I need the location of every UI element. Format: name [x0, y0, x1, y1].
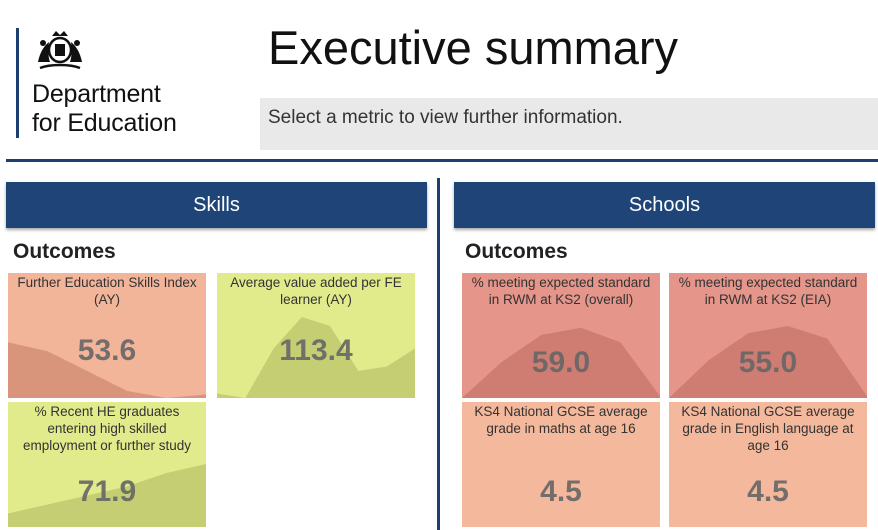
sparkline-area: [8, 342, 206, 398]
department-line-1: Department: [32, 80, 161, 108]
tile-value: 113.4: [279, 334, 353, 367]
sparkline-rwm-eia: [669, 326, 867, 398]
panel-divider: [437, 178, 440, 530]
tile-value: 4.5: [540, 475, 582, 508]
skills-outcomes-heading: Outcomes: [13, 240, 116, 263]
sparkline-he-graduates: [8, 464, 206, 527]
sparkline-fe-skills-index: [8, 342, 206, 398]
tile-he-graduates[interactable]: % Recent HE graduates entering high skil…: [8, 402, 206, 527]
sparkline-area: [217, 317, 415, 398]
tile-label: KS4 National GCSE average grade in Engli…: [681, 404, 855, 453]
tile-value: 4.5: [747, 475, 789, 508]
tile-label: % meeting expected standard in RWM at KS…: [678, 275, 858, 307]
tile-label: % Recent HE graduates entering high skil…: [22, 404, 192, 453]
sparkline-area: [669, 326, 867, 398]
sparkline-area: [8, 464, 206, 527]
tile-label: KS4 National GCSE average grade in maths…: [474, 404, 648, 436]
department-line-2: for Education: [32, 109, 177, 137]
tile-value: 55.0: [738, 346, 798, 379]
header-divider: [6, 159, 878, 162]
tile-gcse-english[interactable]: KS4 National GCSE average grade in Engli…: [669, 402, 867, 527]
schools-panel-header[interactable]: Schools: [454, 182, 875, 228]
tile-rwm-ks2-overall[interactable]: % meeting expected standard in RWM at KS…: [462, 273, 660, 398]
page-title: Executive summary: [268, 21, 679, 74]
sparkline-rwm-overall: [462, 327, 660, 398]
tile-label: % meeting expected standard in RWM at KS…: [471, 275, 651, 307]
tile-rwm-ks2-eia[interactable]: % meeting expected standard in RWM at KS…: [669, 273, 867, 398]
department-name: Department for Education: [32, 80, 177, 138]
tile-label: Average value added per FE learner (AY): [230, 275, 402, 307]
logo-bar: [16, 28, 19, 138]
tile-fe-skills-index[interactable]: Further Education Skills Index (AY) 53.6: [8, 273, 206, 398]
skills-panel-header[interactable]: Skills: [6, 182, 427, 228]
instruction-box: Select a metric to view further informat…: [260, 98, 878, 150]
tile-value-added-fe-learner[interactable]: Average value added per FE learner (AY) …: [217, 273, 415, 398]
schools-outcomes-heading: Outcomes: [465, 240, 568, 263]
dfe-logo: Department for Education: [16, 28, 216, 140]
royal-crest-icon: [38, 31, 82, 70]
tile-label: Further Education Skills Index (AY): [17, 275, 197, 307]
tile-value: 53.6: [77, 334, 137, 367]
sparkline-value-added: [217, 317, 415, 398]
tile-gcse-maths[interactable]: KS4 National GCSE average grade in maths…: [462, 402, 660, 527]
sparkline-area: [462, 327, 660, 398]
tile-value: 59.0: [531, 346, 591, 379]
tile-value: 71.9: [77, 475, 137, 508]
